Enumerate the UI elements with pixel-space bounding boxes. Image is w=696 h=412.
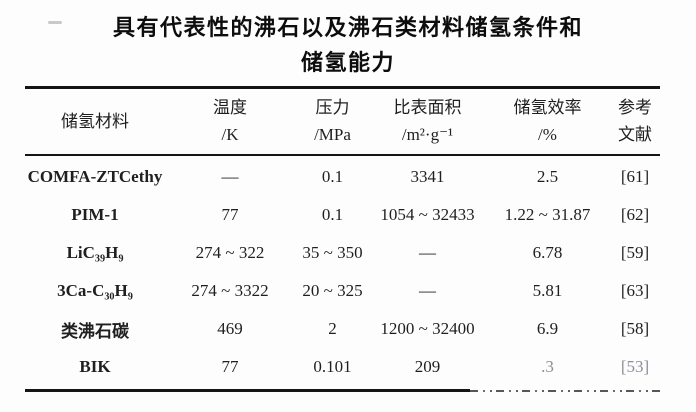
cell-efficiency: 6.78 — [532, 243, 563, 262]
table-body: COMFA-ZTCethy — 0.1 3341 2.5 [61] PIM-1 … — [25, 156, 660, 386]
header-efficiency: 储氢效率 /% — [485, 94, 610, 148]
header-pressure-unit: /MPa — [314, 125, 351, 144]
cell-temperature: — — [221, 167, 239, 186]
header-reference-label: 参考 — [618, 98, 652, 117]
cell-reference: [62] — [620, 205, 650, 224]
cell-pressure: 0.101 — [313, 357, 352, 376]
cell-material: BIK — [79, 357, 111, 376]
table-title: 具有代表性的沸石以及沸石类材料储氢条件和 储氢能力 — [0, 0, 696, 80]
header-material: 储氢材料 — [25, 94, 165, 148]
cell-surface-area: 209 — [414, 357, 441, 376]
table-row: COMFA-ZTCethy — 0.1 3341 2.5 [61] — [25, 158, 660, 196]
header-efficiency-label: 储氢效率 — [513, 98, 582, 117]
cell-pressure: 35 ~ 350 — [302, 243, 363, 262]
cell-reference: [63] — [620, 281, 650, 300]
header-efficiency-unit: /% — [538, 125, 557, 144]
table-title-line1: 具有代表性的沸石以及沸石类材料储氢条件和 — [112, 15, 583, 40]
table-row: LiC₃₉H₉ 274 ~ 322 35 ~ 350 — 6.78 [59] — [25, 234, 660, 272]
cell-pressure: 0.1 — [321, 167, 344, 186]
cell-material: LiC₃₉H₉ — [66, 243, 124, 262]
header-material-label: 储氢材料 — [61, 111, 129, 131]
table-row: 类沸石碳 469 2 1200 ~ 32400 6.9 [58] — [25, 310, 660, 348]
cell-pressure: 2 — [328, 319, 337, 338]
cell-efficiency: 5.81 — [532, 281, 563, 300]
cell-reference: [59] — [620, 243, 650, 262]
table-header-row: 储氢材料 温度 /K 压力 /MPa 比表面积 /m²·g⁻¹ 储氢效率 /% … — [25, 86, 660, 156]
header-reference-unit: 文献 — [618, 125, 652, 144]
header-pressure-label: 压力 — [315, 98, 350, 117]
cell-temperature: 77 — [221, 357, 239, 376]
table-row: 3Ca-C₃₀H₉ 274 ~ 3322 20 ~ 325 — 5.81 [63… — [25, 272, 660, 310]
cell-surface-area: 3341 — [410, 167, 445, 186]
cell-temperature: 274 ~ 322 — [195, 243, 265, 262]
header-surface-area-unit: /m²·g⁻¹ — [401, 125, 454, 144]
cell-reference: [53] — [620, 357, 650, 376]
table-row: BIK 77 0.101 209 .3 [53] — [25, 348, 660, 386]
cell-efficiency: 6.9 — [536, 319, 559, 338]
header-reference: 参考 文献 — [610, 94, 660, 148]
cell-efficiency: 1.22 ~ 31.87 — [504, 205, 591, 224]
cell-temperature: 77 — [221, 205, 239, 224]
cell-material: 类沸石碳 — [61, 321, 129, 341]
header-surface-area-label: 比表面积 — [393, 98, 462, 117]
bottom-rule-dashed-segment — [470, 389, 660, 392]
table-title-line2: 储氢能力 — [300, 50, 395, 75]
header-surface-area: 比表面积 /m²·g⁻¹ — [370, 94, 485, 148]
cell-surface-area: 1054 ~ 32433 — [380, 205, 475, 224]
table-row: PIM-1 77 0.1 1054 ~ 32433 1.22 ~ 31.87 [… — [25, 196, 660, 234]
bottom-rule-solid-segment — [25, 389, 470, 392]
cell-material: PIM-1 — [71, 205, 119, 224]
cell-material: 3Ca-C₃₀H₉ — [57, 281, 133, 300]
cell-reference: [61] — [620, 167, 650, 186]
cell-surface-area: — — [419, 281, 436, 300]
cell-efficiency: 2.5 — [536, 167, 559, 186]
data-table: 储氢材料 温度 /K 压力 /MPa 比表面积 /m²·g⁻¹ 储氢效率 /% … — [25, 86, 660, 392]
print-smudge-artifact — [48, 21, 62, 24]
header-temperature-label: 温度 — [213, 98, 247, 117]
header-temperature: 温度 /K — [165, 94, 295, 148]
cell-pressure: 20 ~ 325 — [302, 281, 363, 300]
cell-efficiency: .3 — [541, 357, 554, 376]
header-pressure: 压力 /MPa — [295, 94, 370, 148]
table-bottom-rule — [25, 389, 660, 392]
cell-reference: [58] — [620, 319, 650, 338]
cell-material: COMFA-ZTCethy — [27, 167, 163, 186]
cell-temperature: 469 — [217, 319, 243, 338]
cell-pressure: 0.1 — [321, 205, 344, 224]
header-temperature-unit: /K — [221, 125, 239, 144]
cell-temperature: 274 ~ 3322 — [191, 281, 269, 300]
cell-surface-area: 1200 ~ 32400 — [380, 319, 475, 338]
cell-surface-area: — — [419, 243, 436, 262]
